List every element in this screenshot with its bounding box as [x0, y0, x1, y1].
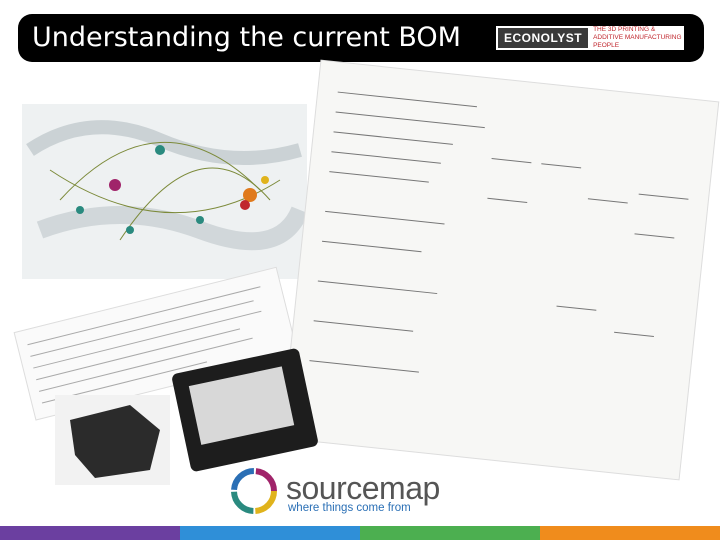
- supply-map-image: [22, 104, 309, 279]
- strip-segment: [540, 526, 720, 540]
- sourcemap-tagline: where things come from: [288, 502, 411, 514]
- company-logo: ECONOLYST THE 3D PRINTING & ADDITIVE MAN…: [496, 26, 684, 50]
- strip-segment: [360, 526, 540, 540]
- strip-segment: [180, 526, 360, 540]
- title-bar: Understanding the current BOM ECONOLYST …: [18, 14, 704, 62]
- color-strip: [0, 526, 720, 540]
- strip-segment: [0, 526, 180, 540]
- bom-sheet-image: [280, 59, 720, 481]
- address-sheet-image: [13, 266, 299, 421]
- part-photo: [55, 395, 170, 485]
- logo-tagline: THE 3D PRINTING & ADDITIVE MANUFACTURING…: [593, 26, 682, 49]
- motor-label-photo: [172, 348, 318, 472]
- sourcemap-icon: [231, 468, 277, 514]
- slide-title: Understanding the current BOM: [32, 22, 461, 53]
- sourcemap-name: sourcemap: [286, 470, 440, 506]
- logo-name: ECONOLYST: [498, 28, 589, 48]
